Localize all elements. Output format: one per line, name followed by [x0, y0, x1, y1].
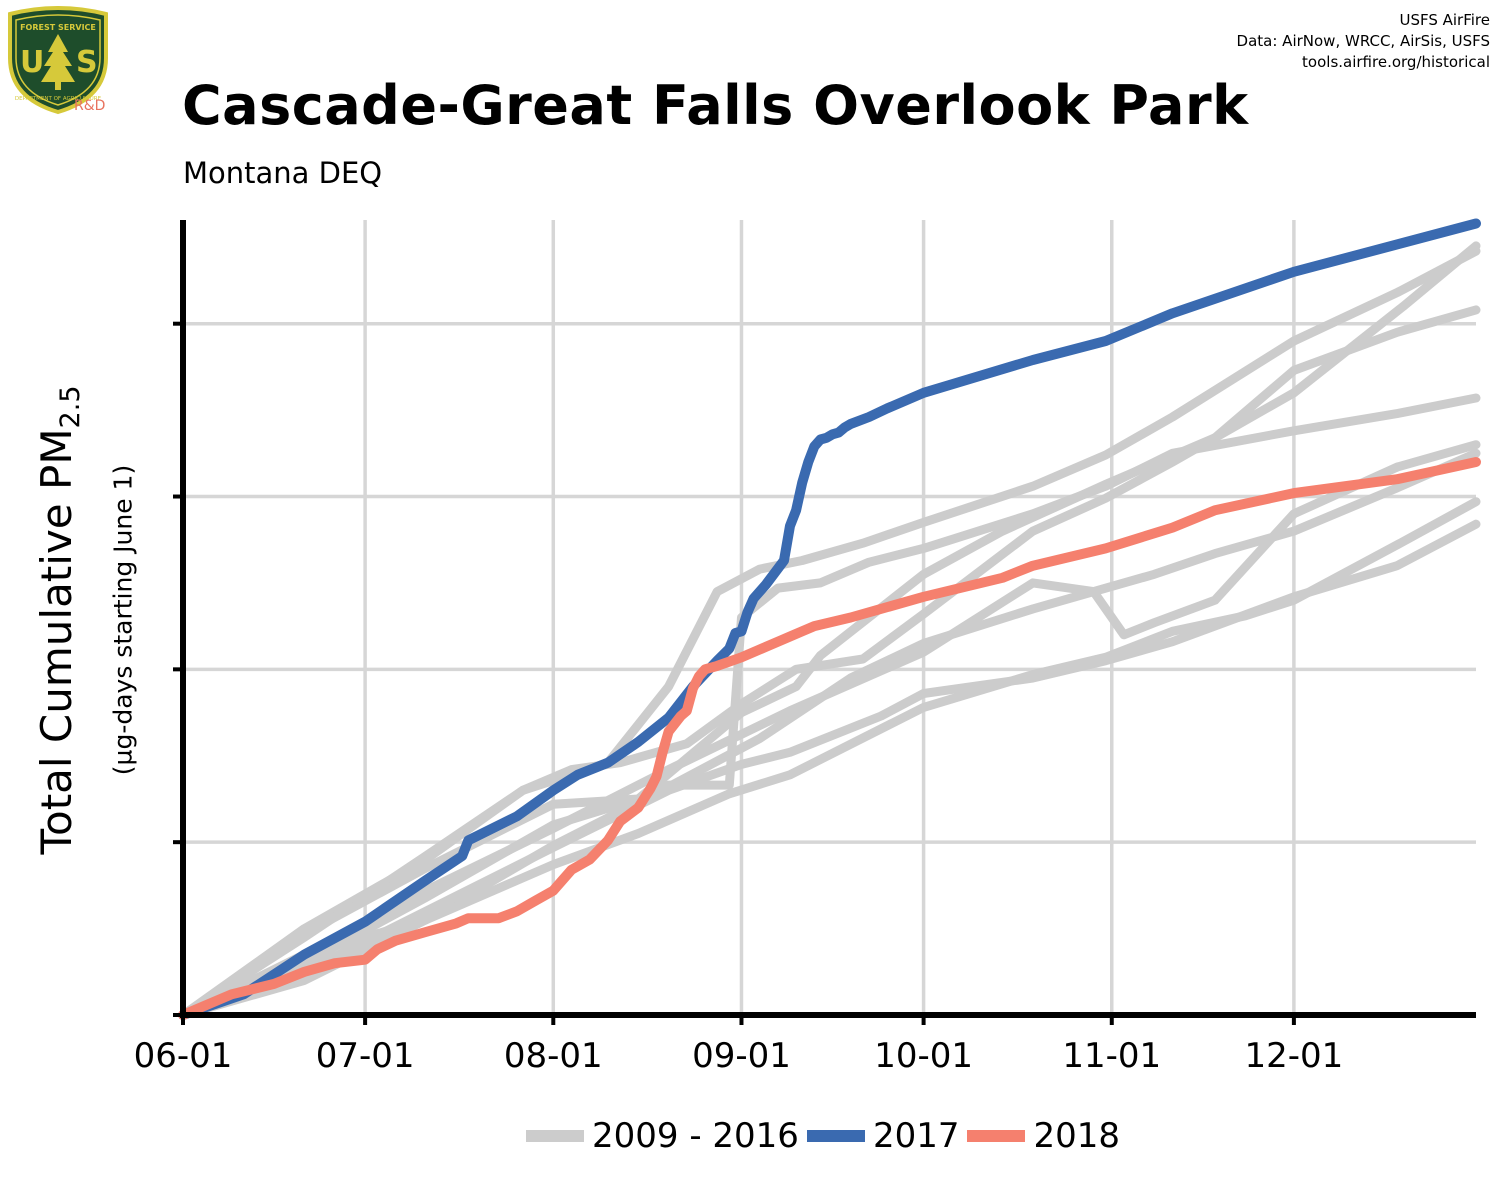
- historical-series-line: [178, 246, 1481, 1020]
- legend-swatch-2018: [967, 1130, 1026, 1142]
- series-lines: [178, 218, 1481, 1020]
- legend-label-historical: 2009 - 2016: [592, 1116, 799, 1156]
- x-tick-label: 06-01: [134, 1036, 233, 1076]
- forest-service-logo: FOREST SERVICE U S DEPARTMENT OF AGRICUL…: [6, 6, 110, 116]
- data-credits: USFS AirFire Data: AirNow, WRCC, AirSis,…: [1237, 10, 1490, 73]
- svg-text:U: U: [20, 45, 44, 80]
- historical-series-line: [178, 440, 1481, 1020]
- legend-swatch-historical: [526, 1130, 584, 1142]
- legend-swatch-2017: [806, 1130, 865, 1142]
- axes: 06-01 07-01 08-01 09-01 10-01 11-01 12-01: [134, 220, 1476, 1076]
- legend-label-2017: 2017: [872, 1116, 960, 1156]
- x-tick-label: 11-01: [1062, 1036, 1161, 1076]
- svg-text:S: S: [76, 45, 98, 80]
- historical-series-line: [178, 393, 1481, 1020]
- legend-item-2018: 2018: [967, 1116, 1120, 1156]
- credit-line: tools.airfire.org/historical: [1302, 53, 1490, 71]
- logo-text-bottom: DEPARTMENT OF AGRICULTURE: [15, 96, 102, 102]
- legend-item-2017: 2017: [806, 1116, 960, 1156]
- credit-line: USFS AirFire: [1399, 11, 1490, 29]
- legend: 2009 - 2016 2017 2018: [526, 1115, 1128, 1157]
- x-tick-label: 08-01: [504, 1036, 603, 1076]
- x-tick-label: 07-01: [316, 1036, 415, 1076]
- legend-item-historical: 2009 - 2016: [526, 1116, 799, 1156]
- legend-label-2018: 2018: [1033, 1116, 1121, 1156]
- logo-text-top: FOREST SERVICE: [20, 23, 96, 32]
- x-tick-label: 09-01: [692, 1036, 791, 1076]
- chart-title: Cascade-Great Falls Overlook Park: [182, 74, 1249, 137]
- forest-service-shield-icon: FOREST SERVICE U S DEPARTMENT OF AGRICUL…: [8, 6, 108, 115]
- chart-subtitle: Montana DEQ: [183, 156, 383, 190]
- x-tick-label: 12-01: [1244, 1036, 1343, 1076]
- series-line-2017: [178, 218, 1481, 1020]
- series-line-2018: [178, 457, 1481, 1020]
- logo-rd-badge: R&D: [74, 98, 106, 114]
- historical-series-line: [178, 519, 1481, 1020]
- credit-line: Data: AirNow, WRCC, AirSis, USFS: [1236, 32, 1490, 50]
- x-tick-label: 10-01: [874, 1036, 973, 1076]
